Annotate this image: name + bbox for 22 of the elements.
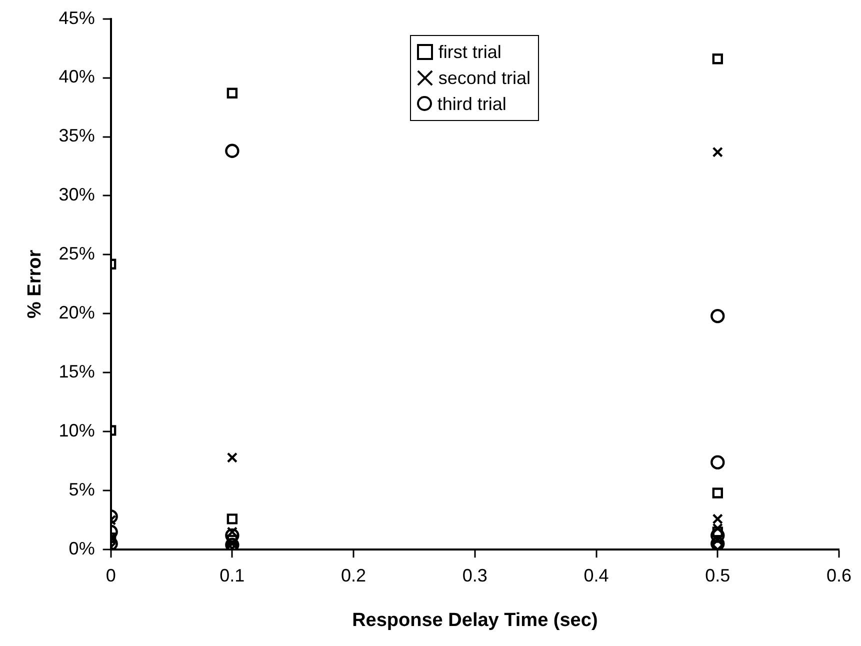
- y-tick-label: 10%: [58, 420, 95, 441]
- x-axis-title: Response Delay Time (sec): [352, 610, 598, 631]
- legend-label: third trial: [437, 92, 506, 116]
- x-tick-label: 0.4: [584, 565, 609, 586]
- y-tick-label: 5%: [68, 480, 95, 500]
- x-tick-label: 0.5: [705, 565, 730, 586]
- y-tick-label: 15%: [58, 362, 95, 382]
- y-tick-label: 40%: [58, 66, 95, 87]
- x-tick-label: 0.2: [341, 565, 366, 586]
- y-tick-label: 25%: [58, 244, 95, 264]
- y-tick-label: 0%: [68, 538, 95, 559]
- x-tick-label: 0.6: [826, 565, 852, 586]
- y-axis-title: % Error: [24, 249, 46, 319]
- legend-label: second trial: [438, 66, 530, 90]
- y-tick-label: 30%: [58, 184, 95, 205]
- x-tick-label: 0.3: [462, 565, 488, 586]
- legend-label: first trial: [438, 40, 502, 64]
- y-tick-label: 45%: [58, 8, 95, 28]
- x-tick-label: 0: [106, 565, 116, 586]
- x-tick-label: 0.1: [220, 565, 245, 586]
- y-tick-label: 20%: [58, 302, 95, 323]
- y-tick-label: 35%: [58, 126, 95, 146]
